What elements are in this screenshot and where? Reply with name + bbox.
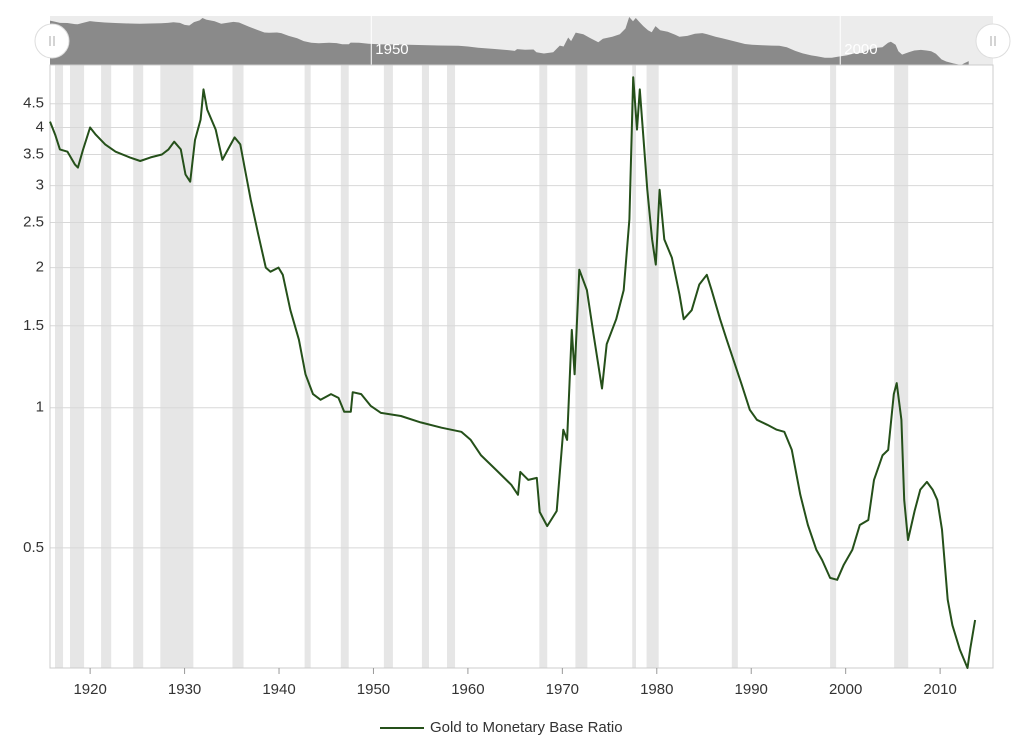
y-tick-label: 4 [36,118,44,135]
x-tick-label: 1970 [546,681,579,698]
recession-band [70,65,85,668]
navigator-label: 2000 [844,41,877,58]
navigator-handle[interactable] [34,23,70,59]
y-tick-label: 1 [36,399,44,416]
plot-area: 0.5 1 1.5 2 2.5 3 3.5 4 4.5 1920 1930 1940 1950 1960 1… [23,64,994,698]
x-tick-label: 1950 [357,681,390,698]
recession-band [101,65,112,668]
handle-circle [34,23,70,59]
y-tick-label: 0.5 [23,539,44,556]
x-tick-label: 1990 [735,681,768,698]
recession-band [340,65,349,668]
recession-band [304,65,311,668]
x-tick-label: 1930 [168,681,201,698]
y-tick-label: 3.5 [23,145,44,162]
x-tick-label: 1940 [262,681,295,698]
navigator-handle[interactable] [975,23,1011,59]
recession-band [646,65,659,668]
legend-label[interactable]: Gold to Monetary Base Ratio [430,719,623,736]
handle-circle [975,23,1011,59]
x-tick-label: 2000 [829,681,862,698]
y-tick-label: 2 [36,259,44,276]
recession-band [55,65,64,668]
navigator[interactable]: 1950 2000 [34,16,1011,65]
x-tick-label: 1980 [640,681,673,698]
data-line [49,76,977,669]
recession-band [232,65,244,668]
recession-band [894,65,909,668]
x-tick-label: 2010 [923,681,956,698]
recession-band [421,65,429,668]
x-tick-label: 1960 [451,681,484,698]
x-tick-label: 1920 [73,681,106,698]
y-tick-label: 3 [36,177,44,194]
y-tick-label: 1.5 [23,317,44,334]
legend[interactable]: Gold to Monetary Base Ratio [380,719,623,736]
y-tick-label: 2.5 [23,214,44,231]
y-tick-label: 4.5 [23,95,44,112]
recession-band [539,65,548,668]
recession-band [160,65,194,668]
recession-band [133,65,144,668]
recession-band [575,65,588,668]
navigator-area [50,17,969,65]
plot-border [49,64,994,669]
recession-band [632,65,637,668]
recession-band [447,65,456,668]
recession-band [383,65,393,668]
navigator-label: 1950 [375,41,408,58]
recession-band [830,65,837,668]
